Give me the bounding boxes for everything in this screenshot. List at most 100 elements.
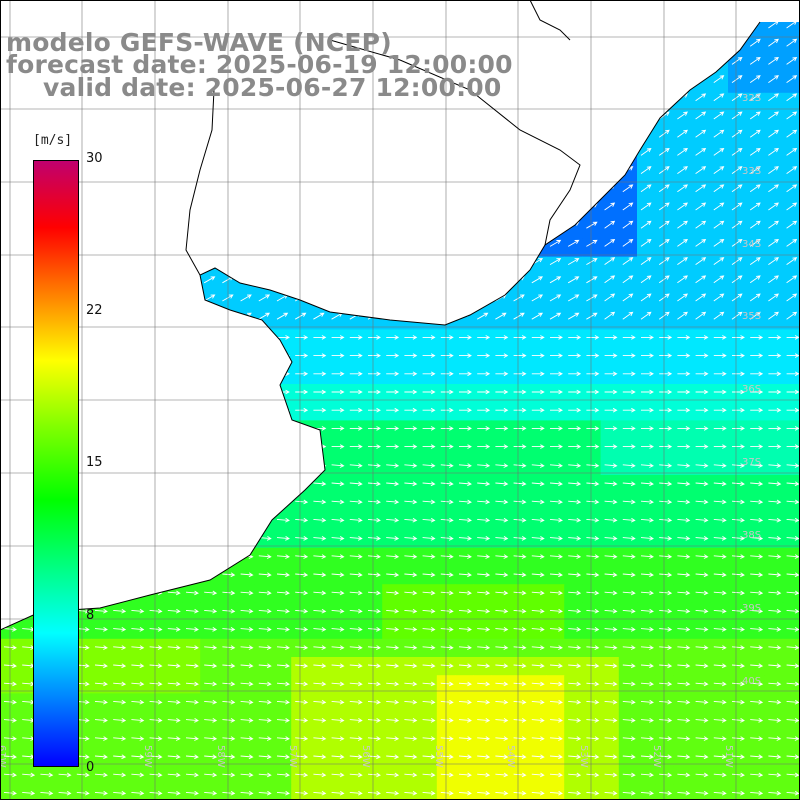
wind-arrow bbox=[386, 754, 400, 760]
wind-field-cell bbox=[127, 766, 147, 785]
wind-arrow bbox=[313, 389, 327, 395]
wind-arrow bbox=[622, 38, 634, 47]
wind-field-cell bbox=[582, 729, 602, 749]
wind-arrow bbox=[422, 185, 434, 193]
wind-arrow bbox=[404, 754, 418, 760]
wind-field-cell bbox=[127, 693, 147, 713]
wind-field-cell bbox=[163, 711, 183, 731]
wind-field-cell bbox=[163, 365, 183, 385]
wind-arrow bbox=[677, 166, 688, 174]
wind-field-cell bbox=[746, 748, 765, 767]
wind-field-cell bbox=[182, 220, 201, 239]
wind-arrow bbox=[149, 426, 163, 431]
wind-field-cell bbox=[746, 584, 765, 603]
wind-arrow bbox=[313, 608, 327, 614]
wind-field-cell bbox=[418, 256, 438, 276]
wind-arrow bbox=[385, 185, 398, 193]
wind-arrow bbox=[458, 517, 472, 523]
wind-arrow bbox=[459, 407, 472, 413]
wind-arrow bbox=[258, 294, 271, 302]
wind-arrow bbox=[276, 590, 290, 596]
wind-field-cell bbox=[709, 311, 729, 330]
wind-arrow bbox=[477, 663, 491, 669]
wind-field-cell bbox=[309, 584, 329, 603]
wind-arrow bbox=[368, 371, 381, 377]
wind-field-cell bbox=[345, 147, 365, 167]
wind-field-cell bbox=[345, 238, 365, 258]
wind-arrow bbox=[149, 554, 163, 559]
wind-arrow bbox=[349, 772, 363, 778]
wind-field-cell bbox=[527, 675, 547, 694]
wind-arrow bbox=[749, 75, 761, 83]
wind-arrow bbox=[477, 371, 491, 377]
wind-arrow bbox=[659, 681, 673, 687]
wind-arrow bbox=[313, 754, 327, 760]
wind-field-cell bbox=[418, 238, 438, 258]
coastline bbox=[0, 21, 761, 631]
wind-field-cell bbox=[382, 147, 401, 167]
wind-field-cell bbox=[400, 511, 420, 531]
wind-arrow bbox=[367, 772, 381, 778]
wind-arrow bbox=[549, 185, 562, 193]
wind-arrow bbox=[549, 499, 563, 505]
wind-arrow bbox=[386, 426, 400, 431]
wind-arrow bbox=[422, 790, 436, 796]
wind-field-cell bbox=[327, 602, 347, 622]
wind-arrow bbox=[404, 258, 416, 265]
wind-field-cell bbox=[491, 183, 511, 203]
wind-field-cell bbox=[400, 711, 420, 731]
wind-field-cell bbox=[0, 329, 19, 349]
wind-arrow bbox=[677, 407, 691, 413]
wind-arrow bbox=[386, 371, 400, 377]
wind-arrow bbox=[713, 736, 727, 741]
wind-arrow bbox=[786, 166, 798, 174]
wind-arrow bbox=[185, 608, 199, 614]
wind-field-cell bbox=[473, 566, 492, 585]
wind-field-cell bbox=[546, 748, 565, 767]
wind-field-cell bbox=[236, 402, 256, 421]
wind-arrow bbox=[349, 112, 362, 120]
wind-arrow bbox=[659, 499, 673, 505]
wind-field-cell bbox=[691, 729, 711, 749]
wind-field-cell bbox=[655, 74, 674, 94]
wind-arrow bbox=[422, 554, 436, 559]
wind-field-cell bbox=[36, 111, 56, 130]
wind-field-cell bbox=[382, 784, 401, 800]
wind-arrow bbox=[549, 481, 563, 487]
wind-arrow bbox=[604, 56, 616, 65]
wind-arrow bbox=[768, 220, 779, 229]
wind-arrow bbox=[3, 312, 16, 320]
wind-arrow bbox=[622, 481, 636, 487]
wind-arrow bbox=[149, 572, 163, 578]
wind-field-cell bbox=[527, 402, 547, 421]
wind-arrow bbox=[367, 481, 381, 487]
wind-field-cell bbox=[91, 420, 110, 440]
wind-arrow bbox=[258, 663, 272, 669]
wind-arrow bbox=[186, 335, 199, 340]
wind-field-cell bbox=[691, 202, 711, 221]
wind-field-cell bbox=[746, 111, 765, 130]
wind-field-cell bbox=[473, 620, 492, 640]
wind-arrow bbox=[422, 39, 434, 47]
wind-arrow bbox=[422, 167, 434, 174]
wind-field-cell bbox=[582, 202, 602, 221]
wind-field-cell bbox=[327, 675, 347, 694]
wind-field-cell bbox=[728, 693, 747, 713]
wind-field-cell bbox=[546, 566, 565, 585]
wind-arrow bbox=[167, 294, 180, 302]
wind-arrow bbox=[186, 444, 199, 449]
wind-arrow bbox=[94, 663, 108, 669]
wind-field-cell bbox=[473, 256, 492, 276]
wind-arrow bbox=[786, 754, 800, 760]
wind-arrow bbox=[732, 407, 745, 413]
wind-field-cell bbox=[200, 675, 219, 694]
wind-arrow bbox=[276, 463, 290, 468]
wind-arrow bbox=[94, 517, 108, 523]
wind-arrow bbox=[586, 130, 598, 138]
wind-field-cell bbox=[273, 748, 292, 767]
wind-field-cell bbox=[18, 729, 37, 749]
wind-field-cell bbox=[182, 693, 201, 713]
wind-field-cell bbox=[254, 620, 274, 640]
wind-arrow bbox=[386, 481, 400, 487]
wind-field-cell bbox=[473, 311, 492, 330]
